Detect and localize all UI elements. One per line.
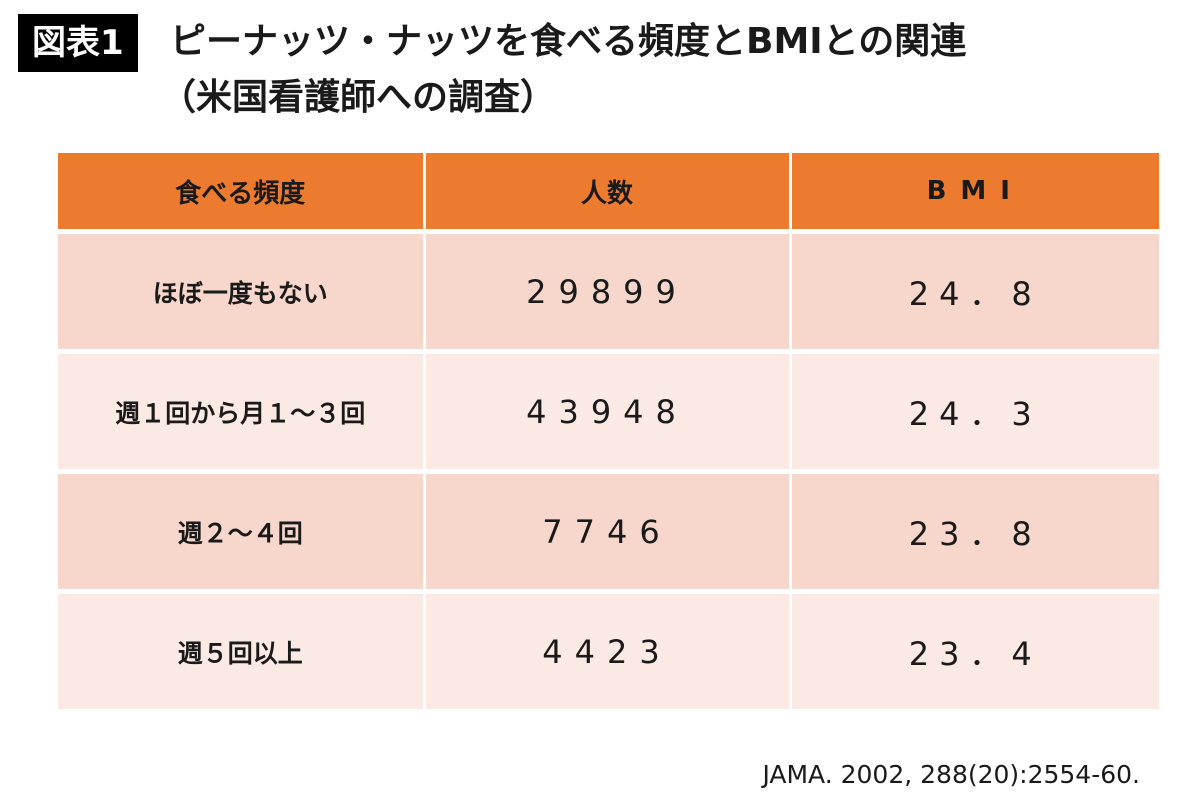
header-frequency: 食べる頻度	[58, 153, 426, 234]
table-header-row: 食べる頻度 人数 BMI	[58, 153, 1159, 234]
figure-label: 図表1	[18, 14, 138, 72]
data-table: 食べる頻度 人数 BMI ほぼ一度もない 29899 24．8 週１回から月１～…	[58, 153, 1159, 714]
page-title: ピーナッツ・ナッツを食べる頻度とBMIとの関連	[170, 21, 967, 62]
cell-frequency: 週１回から月１～３回	[58, 351, 426, 474]
cell-count: 29899	[424, 231, 792, 354]
page-subtitle: （米国看護師への調査）	[160, 77, 557, 118]
header-bmi: BMI	[790, 153, 1159, 234]
cell-bmi: 24．3	[790, 351, 1159, 474]
cell-frequency: 週５回以上	[58, 591, 426, 714]
header-count: 人数	[424, 153, 792, 234]
cell-bmi: 23．8	[790, 471, 1159, 594]
table-row: 週１回から月１～３回 43948 24．3	[58, 351, 1159, 474]
cell-count: 7746	[424, 471, 792, 594]
table-row: 週２～４回 7746 23．8	[58, 471, 1159, 594]
table-row: 週５回以上 4423 23．4	[58, 591, 1159, 714]
cell-count: 43948	[424, 351, 792, 474]
cell-bmi: 24．8	[790, 231, 1159, 354]
cell-frequency: 週２～４回	[58, 471, 426, 594]
table-row: ほぼ一度もない 29899 24．8	[58, 231, 1159, 354]
cell-bmi: 23．4	[790, 591, 1159, 714]
title-block: ピーナッツ・ナッツを食べる頻度とBMIとの関連 （米国看護師への調査）	[160, 14, 1180, 126]
source-citation: JAMA. 2002, 288(20):2554-60.	[762, 760, 1140, 789]
cell-count: 4423	[424, 591, 792, 714]
cell-frequency: ほぼ一度もない	[58, 231, 426, 354]
